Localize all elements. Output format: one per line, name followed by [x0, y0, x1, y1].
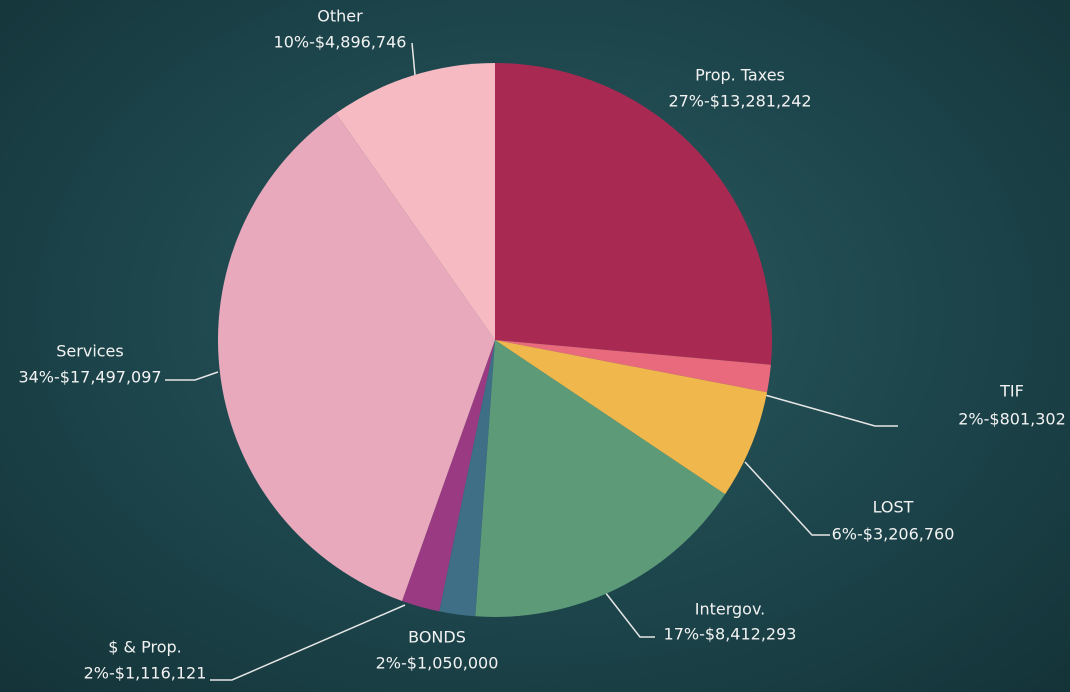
slice-value-label: 17%-$8,412,293 — [664, 625, 797, 644]
slice-name: Prop. Taxes — [695, 66, 785, 85]
leader-line — [744, 461, 830, 536]
slice-value-label: 10%-$4,896,746 — [274, 33, 407, 52]
leader-line — [604, 591, 655, 638]
slice-value-label: 27%-$13,281,242 — [668, 92, 811, 111]
pie-slice — [495, 63, 772, 365]
slice-name: TIF — [999, 382, 1024, 401]
slice-name: Intergov. — [695, 600, 766, 619]
pie-slice — [495, 340, 768, 495]
slice-name: $ & Prop. — [108, 638, 181, 657]
leader-line — [411, 42, 416, 76]
pie-slice — [439, 340, 495, 617]
slice-name: LOST — [873, 498, 914, 517]
pie-slice — [402, 340, 495, 612]
slice-name: BONDS — [408, 628, 466, 647]
slice-value-label: 2%-$1,116,121 — [84, 664, 207, 683]
slice-name: Services — [56, 342, 123, 361]
pie-slice — [495, 340, 771, 393]
slice-value-label: 34%-$17,497,097 — [18, 368, 161, 387]
slice-value-label: 2%-$801,302 — [958, 410, 1066, 429]
leader-line — [764, 394, 898, 427]
slice-name: Other — [317, 7, 363, 26]
pie-slice — [475, 340, 726, 617]
leader-lines — [165, 42, 898, 681]
pie-slice — [218, 113, 495, 601]
slice-value-label: 6%-$3,206,760 — [832, 525, 955, 544]
leader-line — [210, 604, 406, 681]
slice-value-label: 2%-$1,050,000 — [376, 654, 499, 673]
pie-slice — [335, 62, 495, 340]
leader-line — [165, 371, 219, 381]
